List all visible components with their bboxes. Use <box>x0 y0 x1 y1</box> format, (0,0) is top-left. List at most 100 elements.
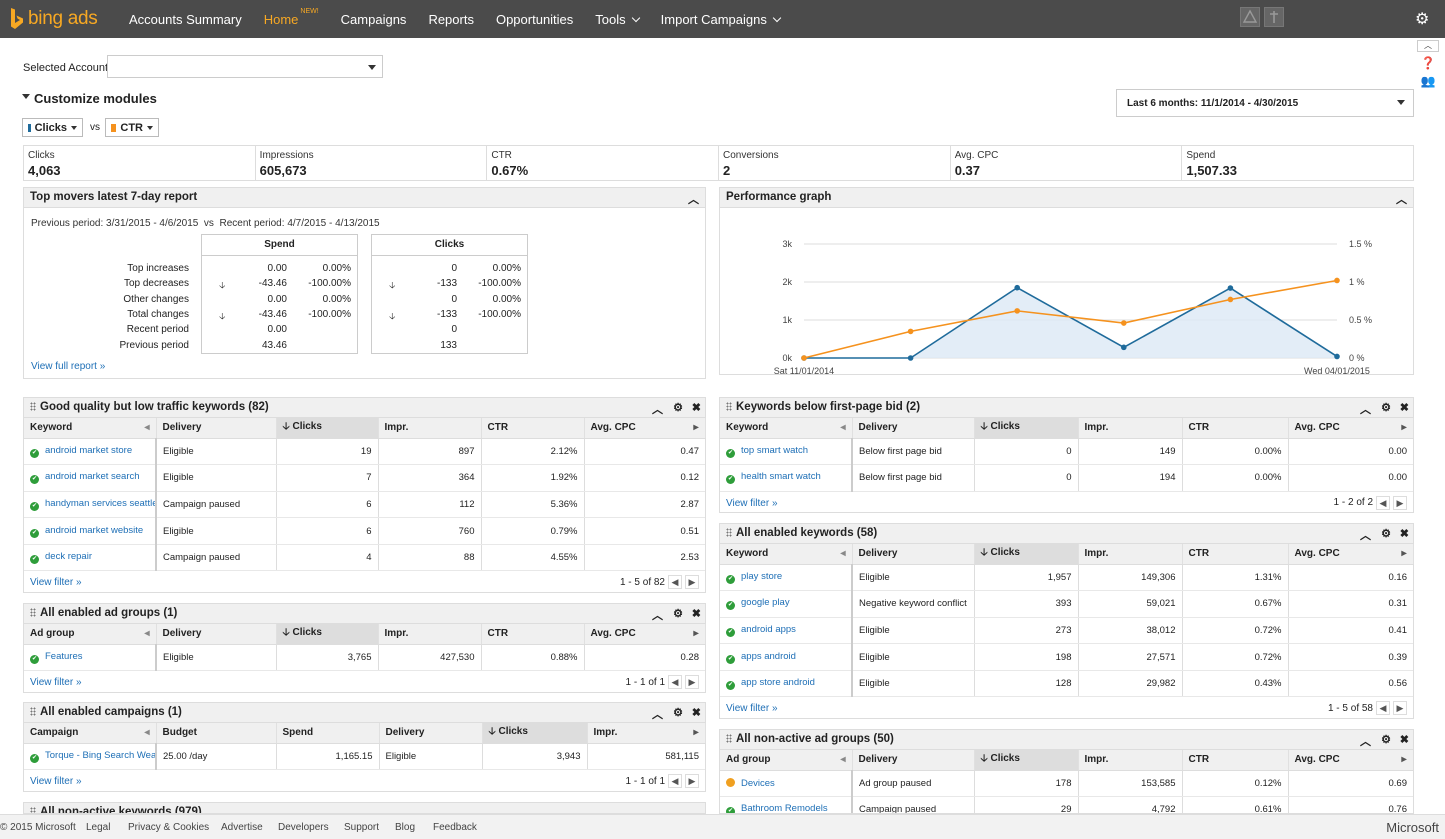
collapse-icon[interactable]: ︿ <box>652 709 663 721</box>
table-row[interactable]: ✔ android market search Eligible 7 364 1.92% 0… <box>24 464 705 492</box>
row-name-link[interactable]: ✔ android market store <box>24 438 157 466</box>
scroll-right-icon[interactable]: ▸ <box>693 628 699 640</box>
scroll-right-icon[interactable]: ▸ <box>1401 548 1407 560</box>
gear-icon[interactable]: ⚙ <box>1415 11 1430 28</box>
table-row[interactable]: ✔ android market website Eligible 6 760 0.79%… <box>24 517 705 545</box>
drag-handle-icon[interactable] <box>30 707 36 716</box>
collapse-icon[interactable]: ︿ <box>1360 530 1371 542</box>
footer-link[interactable]: Advertise <box>221 822 263 833</box>
view-filter-link[interactable]: View filter » <box>726 703 778 715</box>
kpi-clicks[interactable]: Clicks 4,063 <box>24 146 256 180</box>
col-header-clicks[interactable]: 🡣 Clicks <box>276 418 379 439</box>
col-header-impr-[interactable]: Impr. <box>378 418 482 439</box>
col-header-ctr[interactable]: CTR <box>1182 418 1289 439</box>
table-row[interactable]: ✔ handyman services seattle Campaign pause… <box>24 491 705 519</box>
next-page-icon[interactable]: ▶ <box>685 675 699 690</box>
gear-icon[interactable]: ⚙ <box>673 402 683 414</box>
close-icon[interactable]: ✖ <box>1399 402 1409 414</box>
footer-link[interactable]: Support <box>344 822 380 833</box>
gear-icon[interactable]: ⚙ <box>673 608 683 620</box>
scroll-left-icon[interactable]: ◂ <box>144 628 150 640</box>
row-name-link[interactable]: ✔ android apps <box>720 617 853 645</box>
collapse-icon[interactable]: ︿ <box>688 194 699 206</box>
drag-handle-icon[interactable] <box>30 402 36 411</box>
footer-link[interactable]: Feedback <box>433 822 477 833</box>
nav-accounts-summary[interactable]: Accounts Summary <box>129 12 242 27</box>
collapse-icon[interactable]: ︿ <box>1360 736 1371 748</box>
table-row[interactable]: ✔ top smart watch Below first page bid 0 149… <box>720 438 1413 466</box>
drag-handle-icon[interactable] <box>30 807 36 813</box>
next-page-icon[interactable]: ▶ <box>1393 701 1407 716</box>
scroll-left-icon[interactable]: ◂ <box>840 754 846 766</box>
col-header-clicks[interactable]: 🡣 Clicks <box>974 544 1079 565</box>
drag-handle-icon[interactable] <box>726 402 732 411</box>
table-row[interactable]: ✔ apps android Eligible 198 27,571 0.72% 0.39 <box>720 643 1413 671</box>
kpi-spend[interactable]: Spend 1,507.33 <box>1182 146 1413 180</box>
col-header-avg-cpc[interactable]: Avg. CPC ▸ <box>1288 750 1413 771</box>
col-header-keyword[interactable]: Keyword ◂ <box>720 418 853 439</box>
col-header-spend[interactable]: Spend <box>276 723 380 744</box>
kpi-ctr[interactable]: CTR 0.67% <box>487 146 720 180</box>
row-name-link[interactable]: ✔ google play <box>720 590 853 618</box>
table-row[interactable]: ✔ Bathroom Remodels Campaign paused 29 4,792… <box>720 796 1413 813</box>
scroll-left-icon[interactable]: ◂ <box>840 548 846 560</box>
collapse-icon[interactable]: ︿ <box>1396 194 1407 206</box>
gear-icon[interactable]: ⚙ <box>673 707 683 719</box>
table-row[interactable]: ✔ Torque - Bing Search Wear 25.00 /day 1,16… <box>24 743 705 771</box>
prev-page-icon[interactable]: ◀ <box>1376 701 1390 716</box>
col-header-impr-[interactable]: Impr. <box>1078 750 1183 771</box>
row-name-link[interactable]: ✔ apps android <box>720 643 853 671</box>
col-header-delivery[interactable]: Delivery <box>852 418 975 439</box>
row-name-link[interactable]: ✔ top smart watch <box>720 438 853 466</box>
alert-icon[interactable] <box>1240 7 1260 27</box>
table-row[interactable]: ✔ play store Eligible 1,957 149,306 1.31% 0.16 <box>720 564 1413 592</box>
collapse-icon[interactable]: ︿ <box>1360 404 1371 416</box>
table-row[interactable]: ✔ health smart watch Below first page bid 0… <box>720 464 1413 492</box>
col-header-delivery[interactable]: Delivery <box>852 750 975 771</box>
drag-handle-icon[interactable] <box>30 608 36 617</box>
account-select[interactable] <box>107 55 383 78</box>
kpi-conversions[interactable]: Conversions 2 <box>719 146 951 180</box>
col-header-ad-group[interactable]: Ad group ◂ <box>720 750 853 771</box>
collapse-icon[interactable]: ︿ <box>652 610 663 622</box>
kpi-avg-cpc[interactable]: Avg. CPC 0.37 <box>951 146 1183 180</box>
col-header-ctr[interactable]: CTR <box>1182 544 1289 565</box>
col-header-avg-cpc[interactable]: Avg. CPC ▸ <box>584 418 706 439</box>
col-header-impr-[interactable]: Impr. <box>1078 544 1183 565</box>
gear-icon[interactable]: ⚙ <box>1381 402 1391 414</box>
col-header-delivery[interactable]: Delivery <box>852 544 975 565</box>
col-header-campaign[interactable]: Campaign ◂ <box>24 723 157 744</box>
prev-page-icon[interactable]: ◀ <box>668 575 682 590</box>
nav-import-campaigns[interactable]: Import Campaigns <box>661 12 782 27</box>
lightbulb-icon[interactable] <box>1264 7 1284 27</box>
row-name-link[interactable]: ✔ android market website <box>24 517 157 545</box>
nav-opportunities[interactable]: Opportunities <box>496 12 573 27</box>
table-row[interactable]: Devices Ad group paused 178 153,585 0.12% 0.6… <box>720 770 1413 798</box>
scroll-right-icon[interactable]: ▸ <box>1401 422 1407 434</box>
nav-reports[interactable]: Reports <box>428 12 474 27</box>
row-name-link[interactable]: ✔ app store android <box>720 670 853 698</box>
gear-icon[interactable]: ⚙ <box>1381 734 1391 746</box>
col-header-delivery[interactable]: Delivery <box>156 624 277 645</box>
prev-page-icon[interactable]: ◀ <box>1376 495 1390 510</box>
footer-link[interactable]: Privacy & Cookies <box>128 822 210 833</box>
metric2-select[interactable]: CTR <box>105 118 159 137</box>
col-header-keyword[interactable]: Keyword ◂ <box>720 544 853 565</box>
table-row[interactable]: ✔ deck repair Campaign paused 4 88 4.55% 2.53 <box>24 544 705 572</box>
table-row[interactable]: ✔ app store android Eligible 128 29,982 0.43%… <box>720 670 1413 698</box>
col-header-avg-cpc[interactable]: Avg. CPC ▸ <box>1288 418 1414 439</box>
col-header-delivery[interactable]: Delivery <box>379 723 483 744</box>
close-icon[interactable]: ✖ <box>1399 528 1409 540</box>
drag-handle-icon[interactable] <box>726 734 732 743</box>
scroll-right-icon[interactable]: ▸ <box>1401 754 1407 766</box>
table-row[interactable]: ✔ Features Eligible 3,765 427,530 0.88% 0.28 <box>24 644 705 672</box>
row-name-link[interactable]: ✔ play store <box>720 564 853 592</box>
col-header-ctr[interactable]: CTR <box>481 418 585 439</box>
table-row[interactable]: ✔ google play Negative keyword conflict 393… <box>720 590 1413 618</box>
next-page-icon[interactable]: ▶ <box>685 774 699 789</box>
scroll-left-icon[interactable]: ◂ <box>840 422 846 434</box>
col-header-delivery[interactable]: Delivery <box>156 418 277 439</box>
col-header-impr-[interactable]: Impr. <box>378 624 482 645</box>
row-name-link[interactable]: Devices <box>720 770 853 798</box>
close-icon[interactable]: ✖ <box>691 707 701 719</box>
